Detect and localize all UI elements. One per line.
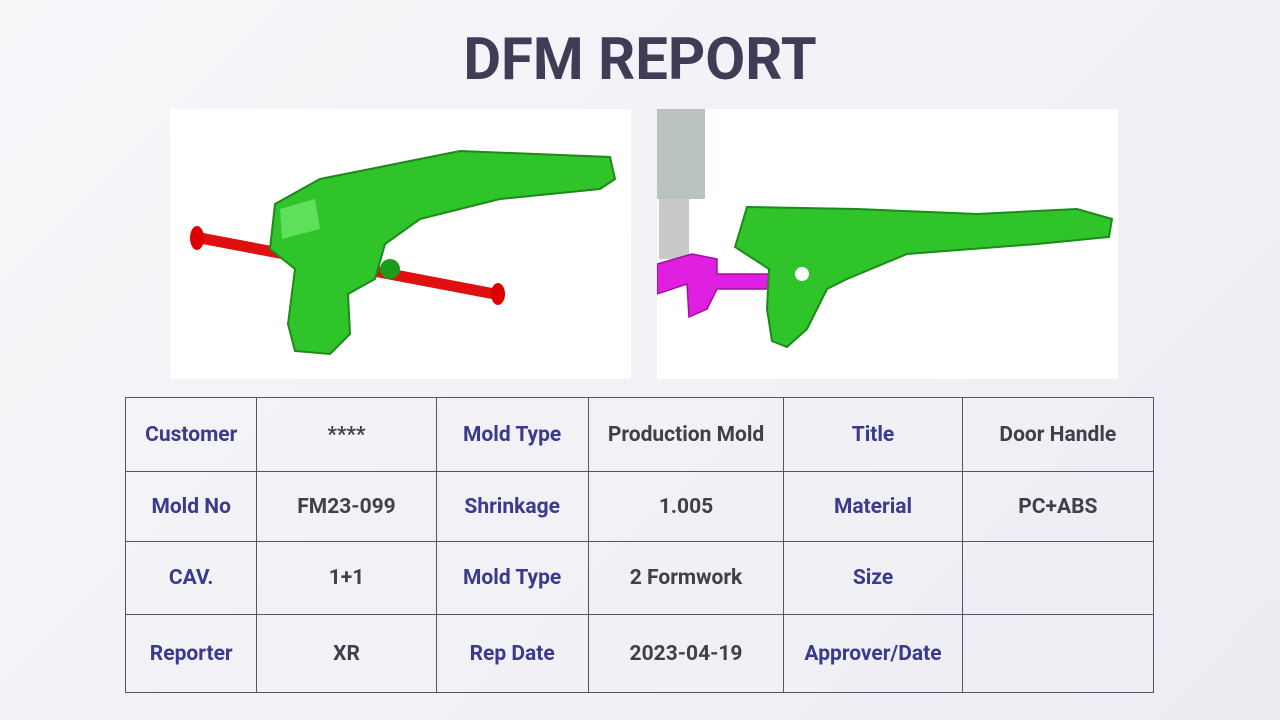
field-label: Approver/Date: [783, 614, 963, 693]
info-table: Customer **** Mold Type Production Mold Titl…: [124, 397, 1155, 693]
field-label: Shrinkage: [435, 471, 589, 542]
field-value: XR: [256, 614, 437, 693]
field-value: ****: [256, 397, 437, 472]
field-label: Mold Type: [435, 397, 589, 472]
field-label: Material: [783, 471, 963, 542]
field-value: [961, 541, 1155, 615]
field-value: FM23-099: [256, 471, 437, 542]
field-value: PC+ABS: [961, 471, 1155, 542]
table-row: Reporter XR Rep Date 2023-04-19 Approver/Dat…: [124, 614, 1155, 693]
field-value: 1.005: [587, 471, 785, 542]
field-value: 1+1: [256, 541, 437, 615]
field-label: Mold No: [124, 471, 258, 542]
field-label: Size: [783, 541, 963, 615]
field-label: Rep Date: [435, 614, 589, 693]
table-row: CAV. 1+1 Mold Type 2 Formwork Size: [124, 541, 1155, 615]
field-value: Production Mold: [587, 397, 785, 472]
field-label: Reporter: [124, 614, 258, 693]
field-label: Customer: [124, 397, 258, 472]
field-label: Mold Type: [435, 541, 589, 615]
field-value: [961, 614, 1155, 693]
field-value: 2023-04-19: [587, 614, 785, 693]
part-image-right: [657, 109, 1118, 379]
title: DFM REPORT: [463, 26, 817, 94]
field-value: 2 Formwork: [587, 541, 785, 615]
field-label: Title: [783, 397, 963, 472]
table-row: Customer **** Mold Type Production Mold Titl…: [124, 397, 1155, 472]
part-image-left: [170, 109, 631, 379]
field-value: Door Handle: [961, 397, 1155, 472]
field-label: CAV.: [124, 541, 258, 615]
table-row: Mold No FM23-099 Shrinkage 1.005 Material PC+…: [124, 471, 1155, 542]
